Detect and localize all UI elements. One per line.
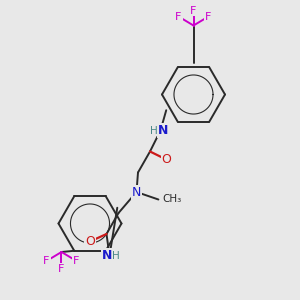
Text: F: F	[205, 11, 212, 22]
Text: H: H	[150, 125, 158, 136]
Text: N: N	[132, 185, 141, 199]
Text: F: F	[43, 256, 50, 266]
Text: N: N	[102, 249, 112, 262]
Text: F: F	[58, 263, 65, 274]
Text: F: F	[175, 11, 182, 22]
Text: F: F	[190, 5, 197, 16]
Text: N: N	[158, 124, 168, 137]
Text: CH₃: CH₃	[162, 194, 182, 205]
Text: H: H	[112, 250, 120, 261]
Text: O: O	[85, 235, 95, 248]
Text: O: O	[162, 153, 171, 166]
Text: F: F	[73, 256, 80, 266]
